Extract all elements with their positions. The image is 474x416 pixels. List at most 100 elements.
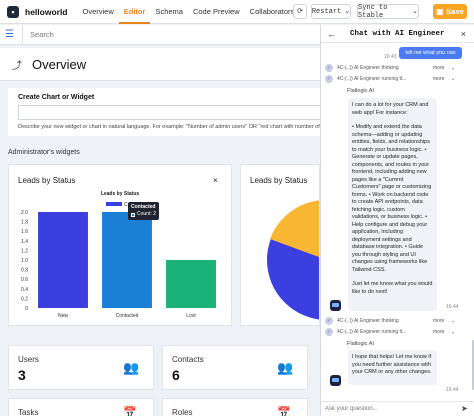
stat-value: 6: [172, 367, 180, 383]
pie-chart: [267, 200, 319, 320]
chat-input[interactable]: [325, 406, 445, 412]
close-icon[interactable]: ×: [213, 176, 218, 185]
chevron-down-icon[interactable]: ⌄: [451, 317, 456, 324]
stat-label: Contacts: [172, 355, 204, 364]
step-row: ✓ 4C-(..)) AI Engineer thinking more ⌄: [325, 316, 465, 325]
chevron-down-icon[interactable]: ⌄: [451, 75, 456, 82]
save-button[interactable]: ▣ Save: [433, 4, 467, 19]
chevron-down-icon: ⌄: [412, 8, 418, 16]
chat-input-area: ➤: [321, 401, 474, 416]
chevron-down-icon: ⌄: [344, 8, 351, 16]
step-label: 4C-(..)) AI Engineer running tt...: [337, 328, 407, 335]
create-widget-title: Create Chart or Widget: [18, 94, 95, 101]
tooltip-status: Contacted: [131, 204, 156, 210]
stat-value: 3: [18, 367, 26, 383]
top-bar: ▪ helloworld Overview Editor Schema Code…: [0, 0, 474, 24]
bar-chart: Leads by Status Co 0 0.2 0.4 0.6 0.8 1.0 1.2 1.…: [21, 191, 216, 319]
restart-button[interactable]: Restart ⌄: [311, 4, 351, 19]
ai-sender-name: Flatlogic AI: [347, 341, 374, 347]
widget-title: Leads by Status: [250, 176, 308, 185]
stat-label: Roles: [172, 408, 193, 416]
ai-sender-name: Flatlogic AI: [347, 88, 374, 94]
calendar-icon: 📅: [277, 407, 291, 416]
x-tick-label: New: [58, 313, 68, 319]
widget-leads-by-status-pie: Leads by Status: [240, 164, 320, 326]
y-tick-label: 0.8: [21, 268, 28, 274]
ai-message-time: 16:44: [446, 387, 459, 393]
user-message-time: 16:43: [384, 54, 397, 60]
chevron-down-icon[interactable]: ⌄: [451, 64, 456, 71]
create-widget-hint: Describe your new widget or chart in nat…: [18, 124, 328, 130]
save-label: Save: [446, 7, 464, 16]
tab-overview[interactable]: Overview: [82, 6, 114, 16]
step-icon: ✓: [325, 327, 333, 336]
tab-collaborators[interactable]: Collaborators: [249, 6, 295, 16]
bot-avatar: [330, 300, 341, 311]
chart-line-icon: ⤴: [12, 60, 22, 72]
step-icon: ✓: [325, 63, 333, 72]
page-title: Overview: [32, 56, 87, 72]
tab-schema[interactable]: Schema: [155, 6, 183, 16]
menu-icon[interactable]: ☰: [5, 29, 14, 40]
legend-swatch: [106, 202, 122, 206]
chat-panel: ← Chat with AI Engineer × tell me what y…: [320, 25, 474, 416]
ai-message-intro: I can do a lot for your CRM and web app!…: [352, 102, 429, 116]
x-tick-label: Contacted: [116, 313, 139, 319]
calendar-icon: 📅: [123, 407, 137, 416]
more-link[interactable]: more: [433, 75, 445, 82]
y-tick-label: 0: [25, 306, 28, 312]
ai-message-time: 16:44: [446, 304, 459, 310]
step-row: ✓ 4C-(..)) AI Engineer running tt... mor…: [325, 327, 465, 336]
restart-label: Restart: [311, 7, 342, 16]
chart-title: Leads by Status: [101, 191, 140, 197]
step-icon: ✓: [325, 74, 333, 83]
stat-card-contacts[interactable]: Contacts 6 👥: [162, 345, 308, 390]
divider: [22, 24, 23, 45]
bar-contacted[interactable]: [102, 212, 152, 308]
y-tick-label: 0.2: [21, 296, 28, 302]
tooltip-swatch: [131, 212, 135, 217]
step-row: ✓ 4C-(..)) AI Engineer thinking more ⌄: [325, 63, 465, 72]
step-label: 4C-(..)) AI Engineer thinking: [337, 317, 399, 324]
y-tick-label: 0.4: [21, 287, 28, 293]
bar-new[interactable]: [38, 212, 88, 308]
users-icon: 👥: [123, 360, 140, 375]
y-tick-label: 2.0: [21, 210, 28, 216]
chat-title: Chat with AI Engineer: [350, 29, 445, 38]
tab-editor[interactable]: Editor: [118, 0, 151, 24]
user-message: tell me what you can: [399, 47, 462, 59]
stat-card-tasks[interactable]: Tasks 📅: [8, 398, 154, 416]
save-icon: ▣: [436, 7, 444, 16]
step-icon: ✓: [325, 316, 333, 325]
search-bar: ☰: [0, 24, 320, 45]
more-link[interactable]: more: [433, 64, 445, 71]
chevron-down-icon[interactable]: ⌄: [451, 328, 456, 335]
refresh-icon: ⟳: [297, 8, 303, 16]
tab-code-preview[interactable]: Code Preview: [192, 6, 240, 16]
ai-message-text: I hope that helps! Let me know if you ne…: [352, 354, 432, 375]
ai-message-list: • Modify and extend the data schema—addi…: [352, 124, 432, 273]
contacts-icon: 👥: [277, 360, 294, 375]
stat-card-users[interactable]: Users 3 👥: [8, 345, 154, 390]
back-arrow-icon[interactable]: ←: [327, 28, 336, 39]
bar-lost[interactable]: [166, 260, 216, 308]
send-icon[interactable]: ➤: [461, 404, 468, 413]
sync-to-stable-button[interactable]: Sync to Stable ⌄: [357, 4, 419, 20]
step-label: 4C-(..)) AI Engineer running tt...: [337, 75, 407, 82]
create-widget-input[interactable]: [18, 105, 328, 120]
close-icon[interactable]: ×: [460, 28, 466, 39]
more-link[interactable]: more: [433, 328, 445, 335]
chat-scrollbar[interactable]: [472, 340, 474, 390]
more-link[interactable]: more: [433, 317, 445, 324]
app-logo: ▪: [7, 5, 19, 18]
x-tick-label: Lost: [186, 313, 196, 319]
widget-title: Leads by Status: [18, 176, 76, 185]
step-row: ✓ 4C-(..)) AI Engineer running tt... mor…: [325, 74, 465, 83]
bot-avatar: [330, 375, 341, 386]
refresh-button[interactable]: ⟳: [293, 4, 307, 19]
stat-card-roles[interactable]: Roles 📅: [162, 398, 308, 416]
stat-label: Users: [18, 355, 39, 364]
search-input[interactable]: [30, 30, 310, 39]
page-header: ⤴ Overview: [0, 48, 320, 81]
ai-message: I can do a lot for your CRM and web app!…: [348, 98, 437, 311]
